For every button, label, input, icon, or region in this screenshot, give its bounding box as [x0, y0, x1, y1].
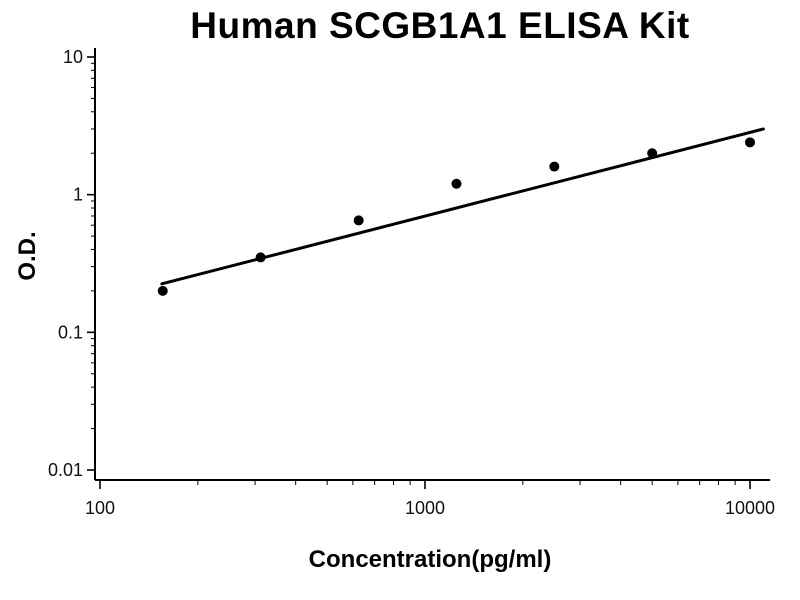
data-point	[647, 148, 658, 159]
x-tick-label: 10000	[725, 498, 775, 518]
x-axis-label: Concentration(pg/ml)	[308, 546, 552, 573]
fit-line	[160, 127, 765, 286]
data-point	[157, 285, 168, 296]
data-point	[549, 161, 560, 172]
y-tick-label: 1	[73, 185, 83, 205]
y-tick-label: 10	[63, 47, 83, 67]
data-point	[451, 178, 462, 189]
data-point	[745, 137, 755, 148]
data-point	[255, 252, 266, 263]
x-tick-label: 1000	[405, 498, 445, 518]
y-tick-label: 0.01	[48, 460, 83, 480]
chart-title: Human SCGB1A1 ELISA Kit	[190, 5, 690, 46]
y-tick-label: 0.1	[58, 322, 83, 342]
x-tick-label: 100	[85, 498, 115, 518]
data-point	[353, 215, 364, 226]
